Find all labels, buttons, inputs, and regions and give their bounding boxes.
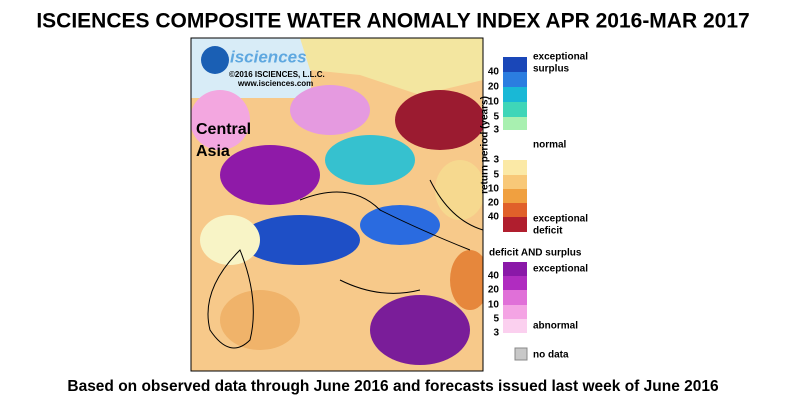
logo: isciences: [230, 47, 307, 66]
copyright: ©2016 ISCIENCES, L.L.C.: [229, 70, 325, 79]
axis-label: return period (years): [480, 96, 491, 194]
both-title: deficit AND surplus: [489, 248, 582, 259]
legend-tick: 5: [493, 112, 499, 123]
normal-label: normal: [533, 140, 567, 151]
nodata-label: no data: [533, 350, 569, 361]
region-label: Asia: [196, 143, 230, 160]
legend-tick: 20: [488, 82, 500, 93]
logo-icon: [201, 46, 229, 74]
region-label: Central: [196, 121, 251, 138]
legend-tick: 20: [488, 285, 500, 296]
legend-tick: 3: [493, 328, 499, 339]
legend-tick: 10: [488, 184, 500, 195]
legend-tick: 10: [488, 97, 500, 108]
deficit-label: exceptional: [533, 214, 588, 225]
both-top: exceptional: [533, 264, 588, 275]
legend-tick: 10: [488, 300, 500, 311]
legend-tick: 3: [493, 125, 499, 136]
title: ISCIENCES COMPOSITE WATER ANOMALY INDEX …: [36, 10, 749, 33]
surplus-label: surplus: [533, 64, 570, 75]
url: www.isciences.com: [237, 79, 313, 88]
legend-tick: 40: [488, 271, 500, 282]
legend-tick: 40: [488, 212, 500, 223]
footer: Based on observed data through June 2016…: [67, 378, 719, 395]
legend-tick: 20: [488, 198, 500, 209]
legend: [503, 57, 528, 361]
map: [191, 38, 483, 371]
both-bottom: abnormal: [533, 321, 578, 332]
surplus-label: exceptional: [533, 52, 588, 63]
map-frame: [190, 37, 484, 372]
legend-tick: 5: [493, 314, 499, 325]
legend-tick: 3: [493, 155, 499, 166]
legend-tick: 5: [493, 170, 499, 181]
legend-tick: 40: [488, 67, 500, 78]
deficit-label: deficit: [533, 226, 563, 237]
